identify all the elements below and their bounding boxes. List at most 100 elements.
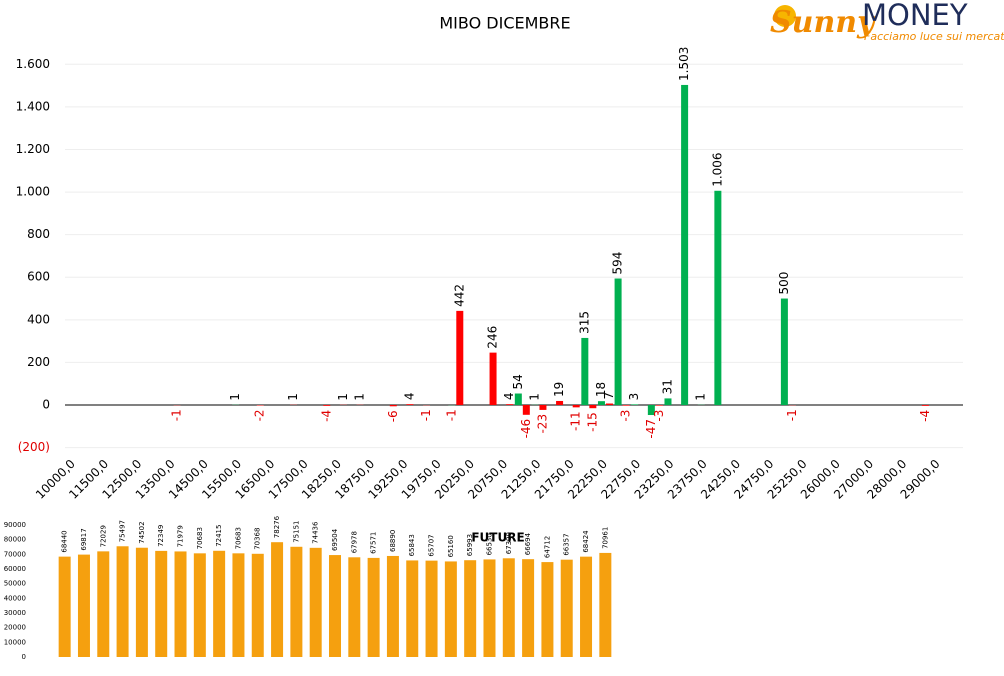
bar — [580, 557, 592, 657]
data-label: 71979 — [177, 525, 185, 547]
data-label: -6 — [386, 410, 400, 422]
data-label: -3 — [619, 410, 633, 422]
data-label: 70683 — [196, 527, 204, 549]
data-label: -23 — [535, 414, 549, 434]
data-label: 65160 — [447, 535, 455, 557]
data-label: 70368 — [254, 528, 262, 550]
bar — [445, 561, 457, 657]
chart-title: MIBO DICEMBRE — [439, 14, 570, 33]
y-tick-label: 1.200 — [16, 142, 50, 156]
data-label: -1 — [170, 409, 184, 421]
bar — [506, 404, 513, 405]
data-label: 64712 — [543, 536, 551, 558]
data-label: -4 — [319, 410, 333, 422]
bar — [581, 338, 588, 405]
data-label: 78276 — [273, 515, 281, 538]
bar — [290, 547, 302, 657]
bar — [714, 191, 721, 405]
bar — [175, 551, 187, 657]
data-label: 75151 — [292, 520, 300, 542]
y-tick-label: 90000 — [4, 521, 26, 529]
y-tick-label: 800 — [27, 227, 50, 241]
data-label: -3 — [652, 410, 666, 422]
data-label: 3 — [627, 393, 641, 401]
bar — [406, 404, 413, 405]
logo-name: MONEY — [862, 0, 968, 32]
bar — [664, 398, 671, 405]
data-label: 75497 — [119, 520, 127, 542]
bar — [922, 405, 929, 406]
data-label: 7 — [602, 392, 616, 400]
data-label: 1 — [286, 393, 300, 401]
data-label: -1 — [785, 409, 799, 421]
bar — [503, 558, 515, 657]
y-tick-label: 10000 — [4, 638, 26, 646]
chart-title: FUTURE — [471, 531, 524, 545]
bar — [155, 551, 167, 657]
data-label: 594 — [611, 252, 625, 275]
data-label: -15 — [585, 412, 599, 432]
y-tick-label: 1.600 — [16, 57, 50, 71]
data-label: 54 — [511, 374, 525, 389]
data-label: 500 — [777, 272, 791, 295]
bar — [623, 405, 630, 406]
data-label: 72029 — [99, 525, 107, 547]
data-label: 31 — [660, 379, 674, 394]
bar — [483, 559, 495, 657]
data-label: 72415 — [215, 525, 223, 547]
bar — [573, 405, 580, 407]
bar — [539, 405, 546, 410]
bar — [490, 353, 497, 405]
data-label: -4 — [918, 410, 932, 422]
y-tick-label: 0 — [42, 398, 50, 412]
data-label: 69504 — [331, 528, 339, 551]
data-label: 246 — [486, 326, 500, 349]
bar — [136, 548, 148, 657]
bar — [117, 546, 129, 657]
bar — [561, 560, 573, 657]
y-tick-label: 80000 — [4, 536, 26, 544]
data-label: 1 — [353, 393, 367, 401]
data-label: 19 — [552, 382, 566, 397]
data-label: 1.006 — [710, 152, 724, 186]
bar — [589, 405, 596, 408]
bar — [426, 561, 438, 657]
data-label: 4 — [502, 393, 516, 401]
bar — [59, 557, 71, 657]
bar — [348, 557, 360, 657]
data-label: 315 — [577, 311, 591, 334]
data-label: 70961 — [601, 527, 609, 549]
bar — [456, 311, 463, 405]
data-label: 1 — [694, 393, 708, 401]
data-label: 74436 — [312, 521, 320, 544]
y-tick-label: 400 — [27, 312, 50, 326]
bar — [232, 553, 244, 657]
data-label: -1 — [444, 409, 458, 421]
data-label: -2 — [253, 409, 267, 421]
data-label: 4 — [402, 393, 416, 401]
data-label: 68440 — [61, 530, 69, 552]
data-label: 70683 — [234, 527, 242, 549]
bar — [97, 551, 109, 657]
y-tick-label: 200 — [27, 355, 50, 369]
y-tick-label: 20000 — [4, 624, 26, 632]
data-label: 65707 — [428, 534, 436, 556]
logo: Sunny MONEY Facciamo luce sui mercati — [770, 0, 1004, 43]
bar — [523, 405, 530, 415]
y-tick-label: 30000 — [4, 609, 26, 617]
bar — [271, 542, 283, 657]
bar — [323, 405, 330, 406]
data-label: 1 — [228, 393, 242, 401]
data-label: 74502 — [138, 521, 146, 543]
data-label: 1 — [527, 393, 541, 401]
data-label: 67571 — [370, 532, 378, 554]
y-tick-label: 600 — [27, 270, 50, 284]
data-label: 68890 — [389, 530, 397, 552]
data-label: 66357 — [563, 533, 571, 555]
bar — [368, 558, 380, 657]
y-tick-label: 1.400 — [16, 99, 50, 113]
logo-tagline: Facciamo luce sui mercati — [864, 30, 1004, 43]
data-label: 1 — [336, 393, 350, 401]
data-label: 442 — [452, 284, 466, 307]
